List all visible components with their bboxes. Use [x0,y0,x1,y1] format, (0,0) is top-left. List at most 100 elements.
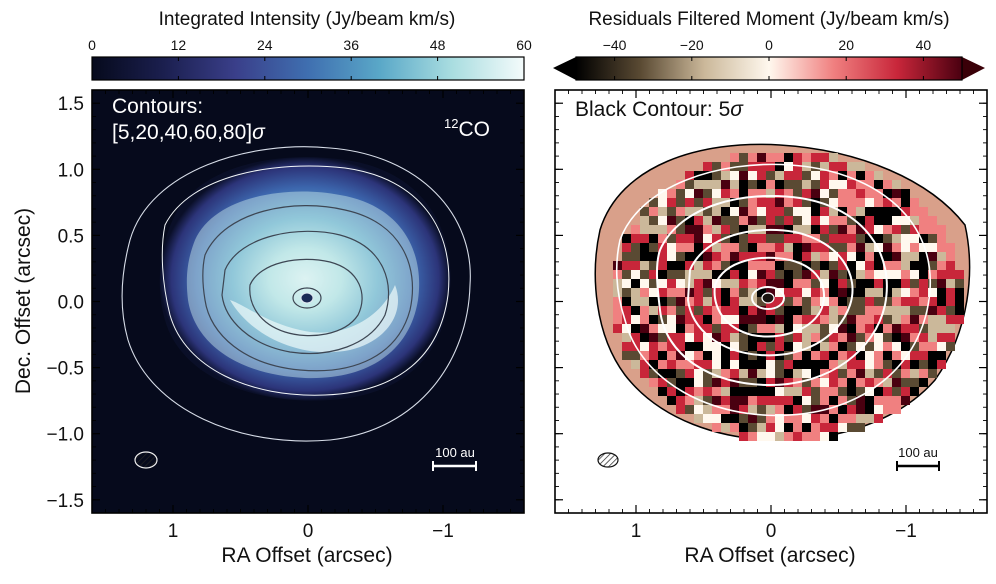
right-colorbar-min-extend [553,57,576,80]
residual-pixel [721,288,730,297]
left-map-panel: 100 au Contours: [5,20,40,60,80]σ 12CO 1… [12,89,525,567]
residual-pixel [811,279,820,288]
residual-pixel [784,252,793,261]
residual-pixel [892,369,901,378]
residual-pixel [658,189,667,198]
residual-pixel [784,432,793,441]
residual-pixel [847,288,856,297]
residual-pixel [874,324,883,333]
residual-pixel [910,279,919,288]
residual-pixel [874,297,883,306]
left-colorbar-ticks: 0 12 24 36 48 60 [88,37,532,80]
residual-pixel [838,243,847,252]
residual-pixel [793,261,802,270]
left-xtick-label: 1 [168,521,179,542]
residual-pixel [811,189,820,198]
residual-pixel [748,216,757,225]
residual-pixel [703,261,712,270]
right-colorbar-tick-label: −40 [603,37,627,53]
residual-pixel [667,351,676,360]
residual-pixel [811,207,820,216]
residual-pixel [676,216,685,225]
residual-pixel [640,216,649,225]
residual-pixel [676,207,685,216]
residual-pixel [802,279,811,288]
residual-pixel [829,252,838,261]
residual-pixel [748,387,757,396]
residual-pixel [919,279,928,288]
residual-pixel [802,252,811,261]
residual-pixel [820,279,829,288]
residual-pixel [847,369,856,378]
residual-pixel [676,360,685,369]
residual-pixel [865,171,874,180]
residual-pixel [748,162,757,171]
residual-pixel [793,252,802,261]
residual-pixel [703,180,712,189]
residual-pixel [829,153,838,162]
residual-pixel [847,315,856,324]
residual-pixel [703,396,712,405]
residual-pixel [919,216,928,225]
residual-pixel [856,198,865,207]
residual-pixel [874,378,883,387]
residual-pixel [703,342,712,351]
residual-pixel [919,324,928,333]
residual-pixel [829,270,838,279]
residual-pixel [928,243,937,252]
left-contour-60sigma [221,230,390,355]
residual-pixel [937,279,946,288]
residual-pixel [802,189,811,198]
residual-pixel [919,378,928,387]
residual-pixel [865,396,874,405]
residual-pixel [784,369,793,378]
residual-pixel [793,306,802,315]
residual-pixel [874,270,883,279]
residual-pixel [874,279,883,288]
residual-pixel [685,369,694,378]
residual-pixel [892,189,901,198]
residual-pixel [712,351,721,360]
residual-pixel [739,414,748,423]
residual-pixel [955,315,964,324]
residual-pixel [820,234,829,243]
residual-pixel [856,288,865,297]
residual-pixel [802,198,811,207]
residual-pixel [883,207,892,216]
residual-pixel [775,360,784,369]
residual-pixel [919,207,928,216]
residual-pixel [865,369,874,378]
residual-pixel [730,171,739,180]
residual-pixel [685,333,694,342]
residual-pixel [676,243,685,252]
residual-pixel [847,387,856,396]
left-molecule-name: CO [458,118,490,141]
residual-pixel [892,351,901,360]
residual-pixel [820,378,829,387]
residual-pixel [739,324,748,333]
residual-pixel [703,369,712,378]
residual-pixel [703,198,712,207]
residual-pixel [685,387,694,396]
residual-pixel [757,342,766,351]
residual-pixel [748,171,757,180]
residual-pixel [820,342,829,351]
residual-pixel [946,342,955,351]
residual-pixel [685,243,694,252]
residual-pixel [685,378,694,387]
residual-pixel [901,189,910,198]
residual-pixel [694,279,703,288]
residual-pixel [847,216,856,225]
residual-pixel [775,162,784,171]
residual-pixel [847,306,856,315]
residual-pixel [676,189,685,198]
residual-pixel [883,387,892,396]
residual-pixel [892,270,901,279]
residual-pixel [739,288,748,297]
residual-pixel [784,414,793,423]
residual-pixel [739,198,748,207]
residual-pixel [721,279,730,288]
residual-pixel [829,180,838,189]
residual-pixel [739,432,748,441]
residual-pixel [811,252,820,261]
